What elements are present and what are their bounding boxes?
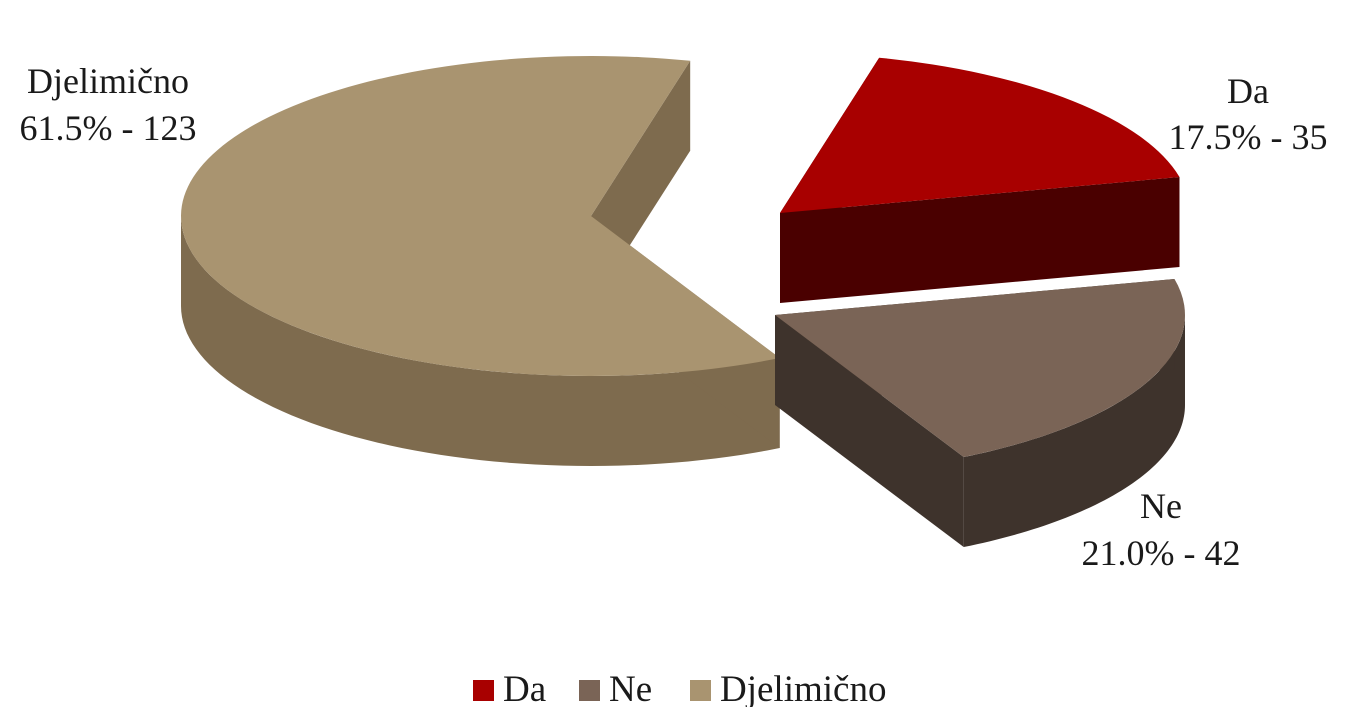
legend-label-ne: Ne — [609, 669, 652, 707]
pie-slice-ne — [775, 279, 1185, 548]
data-label-name-da: Da — [1227, 71, 1269, 111]
data-label-value-ne: 21.0% - 42 — [1082, 533, 1241, 573]
slice-wall-djelimicno — [181, 216, 780, 466]
pie-slices — [181, 55, 1185, 548]
slice-top-da — [780, 57, 1180, 213]
legend-label-djelimicno: Djelimično — [720, 669, 886, 707]
data-label-value-da: 17.5% - 35 — [1169, 117, 1328, 157]
legend-swatch-ne — [579, 680, 600, 701]
pie-slice-da — [780, 57, 1180, 303]
slice-top-djelimicno — [181, 55, 780, 376]
slice-cut-ne-1 — [775, 315, 964, 548]
data-label-value-djelimicno: 61.5% - 123 — [20, 108, 197, 148]
pie-slice-djelimicno — [181, 55, 780, 466]
legend-swatch-da — [473, 680, 494, 701]
legend-swatch-djelimicno — [690, 680, 711, 701]
slice-top-ne — [775, 279, 1185, 458]
data-label-name-ne: Ne — [1140, 486, 1182, 526]
legend: Da Ne Djelimično — [473, 669, 886, 707]
slice-cut-da-1 — [780, 177, 1180, 303]
data-labels: Djelimično 61.5% - 123 Da 17.5% - 35 Ne … — [20, 61, 1328, 573]
data-label-name-djelimicno: Djelimično — [27, 61, 189, 101]
slice-wall-ne — [963, 315, 1185, 548]
legend-label-da: Da — [503, 669, 546, 707]
